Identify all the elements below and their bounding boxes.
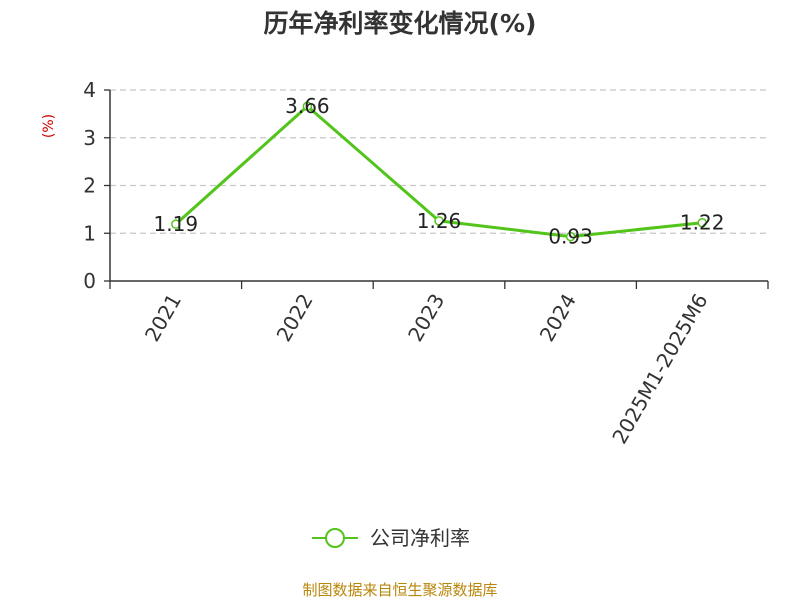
y-tick-label: 4 [83,78,96,102]
axes: 0 1 2 3 4 2021 2022 2023 2024 2025M1-2025M6 [83,78,769,448]
legend-marker-icon [325,528,345,548]
x-tick-label: 2024 [535,290,581,346]
legend[interactable]: 公司净利率 [312,526,470,550]
x-tick-label: 2021 [140,290,186,346]
y-tick-label: 2 [83,174,96,198]
source-note: 制图数据来自恒生聚源数据库 [302,581,497,599]
legend-label: 公司净利率 [370,526,470,550]
data-point[interactable] [302,101,313,111]
series-layer [171,101,707,242]
data-point[interactable] [565,231,576,242]
y-axis-label: (%) [41,114,57,138]
x-tick-label: 2025M1-2025M6 [607,290,712,448]
data-label: 3.66 [285,94,330,118]
x-tick-label: 2023 [403,290,449,346]
chart-title: 历年净利率变化情况(%) [264,9,537,38]
data-point[interactable] [171,219,181,229]
data-label: 0.93 [548,225,593,249]
data-label: 1.26 [417,209,462,233]
data-label: 1.19 [154,212,199,236]
x-tick-label: 2022 [271,290,317,346]
data-label: 1.22 [680,211,725,235]
y-tick-label: 0 [83,269,96,293]
data-labels: 1.19 3.66 1.26 0.93 1.22 [154,94,725,248]
y-tick-label: 1 [83,221,96,245]
y-tick-label: 3 [83,126,96,150]
data-point[interactable] [697,217,707,228]
data-point[interactable] [434,216,444,226]
